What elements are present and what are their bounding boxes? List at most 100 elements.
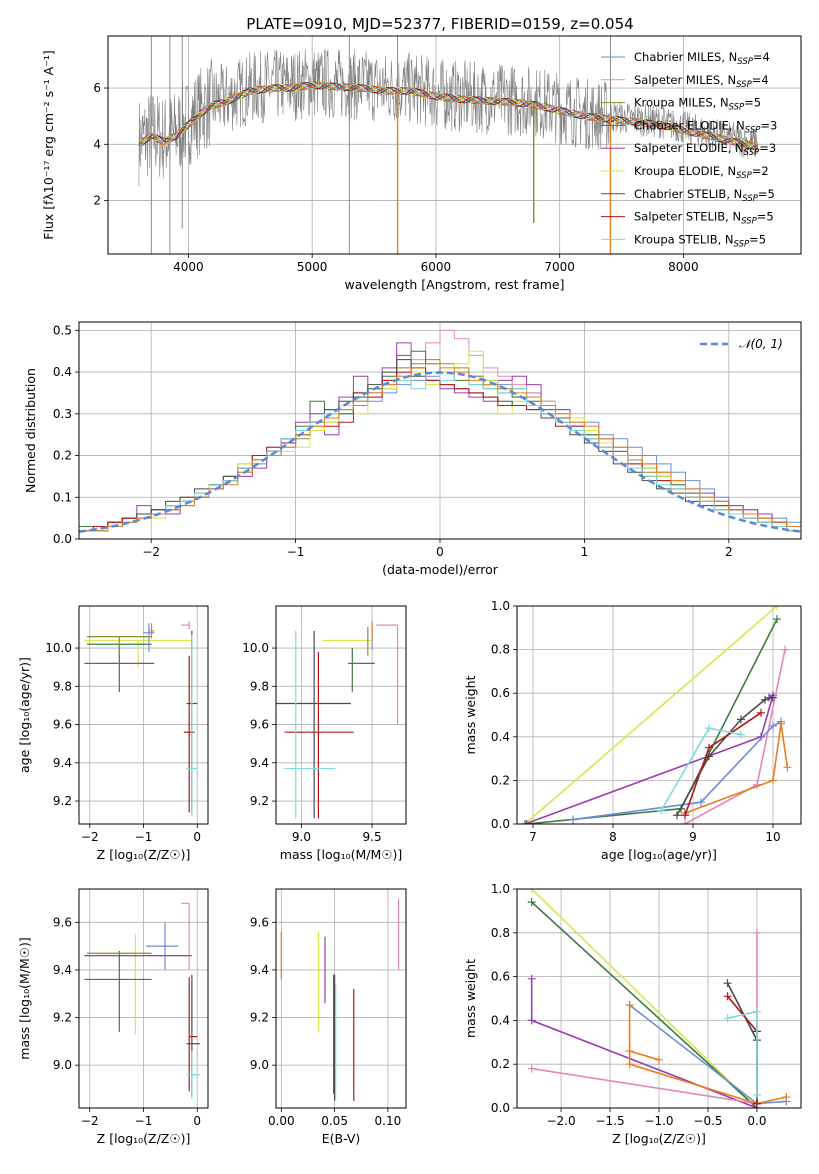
y-axis-label: age [log₁₀(age/yr)] <box>17 657 32 773</box>
axes-frame <box>78 321 802 540</box>
x-tick-label: −2.0 <box>546 1114 575 1128</box>
y-tick-label: 9.2 <box>53 1011 72 1025</box>
weight-series-marker <box>752 1007 761 1016</box>
errorbar-point <box>146 922 179 970</box>
x-tick-label: 0.0 <box>747 1114 766 1128</box>
legend-entry: Salpeter STELIB, NSSP=5 <box>634 210 774 227</box>
gridlines <box>517 605 801 825</box>
weight-series-line <box>524 606 778 824</box>
weight-series-marker <box>782 1093 791 1102</box>
weight-series-line <box>629 1050 660 1061</box>
weight-series-line <box>524 693 775 824</box>
chart-weight_vs_age: 7 8 9 10 0.0 0.2 0.4 0.6 0.8 1.0 age [log₁₀(age/yr… <box>463 599 802 862</box>
axes-frame <box>275 888 407 1109</box>
x-tick-label: 0 <box>193 1114 201 1128</box>
y-tick-label: 9.4 <box>250 963 269 977</box>
legend-entry: Chabrier ELODIE, NSSP=3 <box>634 118 777 135</box>
weight-series-marker <box>657 806 665 815</box>
legend-entry: Salpeter MILES, NSSP=4 <box>634 73 769 90</box>
x-tick-label: −1 <box>135 1114 153 1128</box>
y-tick-label: 6 <box>93 81 101 95</box>
axes-frame <box>516 888 802 1109</box>
x-axis-label: Z [log₁₀(Z/Z☉)] <box>612 1131 706 1146</box>
weight-series-marker <box>527 1016 536 1025</box>
y-tick-label: 9.6 <box>53 718 72 732</box>
x-tick-label: 0 <box>193 830 201 844</box>
x-tick-label: −1.0 <box>644 1114 673 1128</box>
weight-series-marker <box>673 811 681 820</box>
weight-series-marker <box>761 695 769 704</box>
axes-frame <box>516 605 802 825</box>
figure-title: PLATE=0910, MJD=52377, FIBERID=0159, z=0… <box>246 15 633 33</box>
y-tick-label: 4 <box>93 137 101 151</box>
y-tick-label: 0.4 <box>53 365 72 379</box>
x-tick-label: 0.10 <box>375 1114 402 1128</box>
axes-frame <box>275 605 407 825</box>
gridlines <box>79 322 801 540</box>
gridlines <box>108 36 801 254</box>
weight-series-marker <box>625 1047 634 1056</box>
weight-series-marker <box>737 715 745 724</box>
plot-area <box>276 621 399 819</box>
y-tick-label: 0.5 <box>53 323 72 337</box>
model-spectrum-salpeter_elodie <box>138 81 758 150</box>
y-axis-label: Normed distribution <box>23 368 38 493</box>
y-tick-label: 9.6 <box>250 915 269 929</box>
x-tick-label: 6000 <box>421 260 452 274</box>
weight-series-line <box>684 712 762 816</box>
y-tick-label: 9.0 <box>250 1058 269 1072</box>
y-tick-label: 0.3 <box>53 407 72 421</box>
gridlines <box>79 889 208 1108</box>
histogram-series <box>79 363 801 532</box>
legend-entry: Chabrier MILES, NSSP=4 <box>634 50 770 67</box>
errorbar-point <box>376 624 399 725</box>
spectrum-legend: Chabrier MILES, NSSP=4 Salpeter MILES, NS… <box>601 50 777 249</box>
weight-series-marker <box>752 928 761 937</box>
x-axis-label: Z [log₁₀(Z/Z☉)] <box>97 1131 191 1146</box>
weight-series-marker <box>773 615 781 624</box>
x-tick-label: 4000 <box>173 260 204 274</box>
y-tick-label: 0.0 <box>491 1101 510 1115</box>
y-axis-label: mass [log₁₀(M/M☉)] <box>17 937 32 1059</box>
y-tick-label: 0.8 <box>491 926 510 940</box>
x-tick-label: −0.5 <box>693 1114 722 1128</box>
errorbar-point <box>186 634 198 817</box>
y-tick-label: 1.0 <box>491 882 510 896</box>
y-tick-label: 0.4 <box>491 730 510 744</box>
errorbar-point <box>84 639 192 668</box>
x-tick-label: 8000 <box>668 260 699 274</box>
plot-area <box>527 889 791 1108</box>
y-tick-label: 0.0 <box>491 817 510 831</box>
weight-series-marker <box>569 815 577 824</box>
errorbar-point <box>186 974 200 1097</box>
x-tick-label: 7 <box>529 830 537 844</box>
x-tick-label: 0.05 <box>321 1114 348 1128</box>
x-tick-label: −1.5 <box>595 1114 624 1128</box>
x-tick-label: 9 <box>689 830 697 844</box>
weight-series-marker <box>527 974 536 983</box>
errorbar-point <box>284 630 336 819</box>
plot-area <box>79 329 801 533</box>
plot-area <box>84 902 200 1099</box>
weight-series-marker <box>723 979 732 988</box>
weight-series-marker <box>752 1090 761 1099</box>
weight-series-marker <box>723 992 732 1001</box>
legend-entry: Chabrier STELIB, NSSP=5 <box>634 187 775 204</box>
y-tick-label: 9.2 <box>250 794 269 808</box>
chart-mass_vs_EBV: 0.00 0.05 0.10 9.0 9.2 9.4 9.6 E(B-V) <box>250 888 407 1146</box>
errorbar-point <box>148 623 155 639</box>
weight-series-marker <box>681 820 689 824</box>
gridlines <box>276 889 406 1108</box>
errorbar-point <box>188 977 198 1092</box>
axes-frame <box>78 888 209 1109</box>
y-tick-label: 9.8 <box>250 679 269 693</box>
y-tick-label: 9.4 <box>250 756 269 770</box>
errorbar-point <box>276 630 351 819</box>
weight-series-marker <box>655 1055 663 1064</box>
weight-series-line <box>628 1005 787 1105</box>
weight-series-marker <box>625 1001 634 1010</box>
y-tick-label: 9.6 <box>250 718 269 732</box>
x-axis-label: mass [log₁₀(M/M☉)] <box>280 847 402 862</box>
axes-frame <box>107 35 802 255</box>
chart-spectrum: 4000 5000 6000 7000 8000 2 4 6 wavelength [Angst… <box>41 35 802 292</box>
